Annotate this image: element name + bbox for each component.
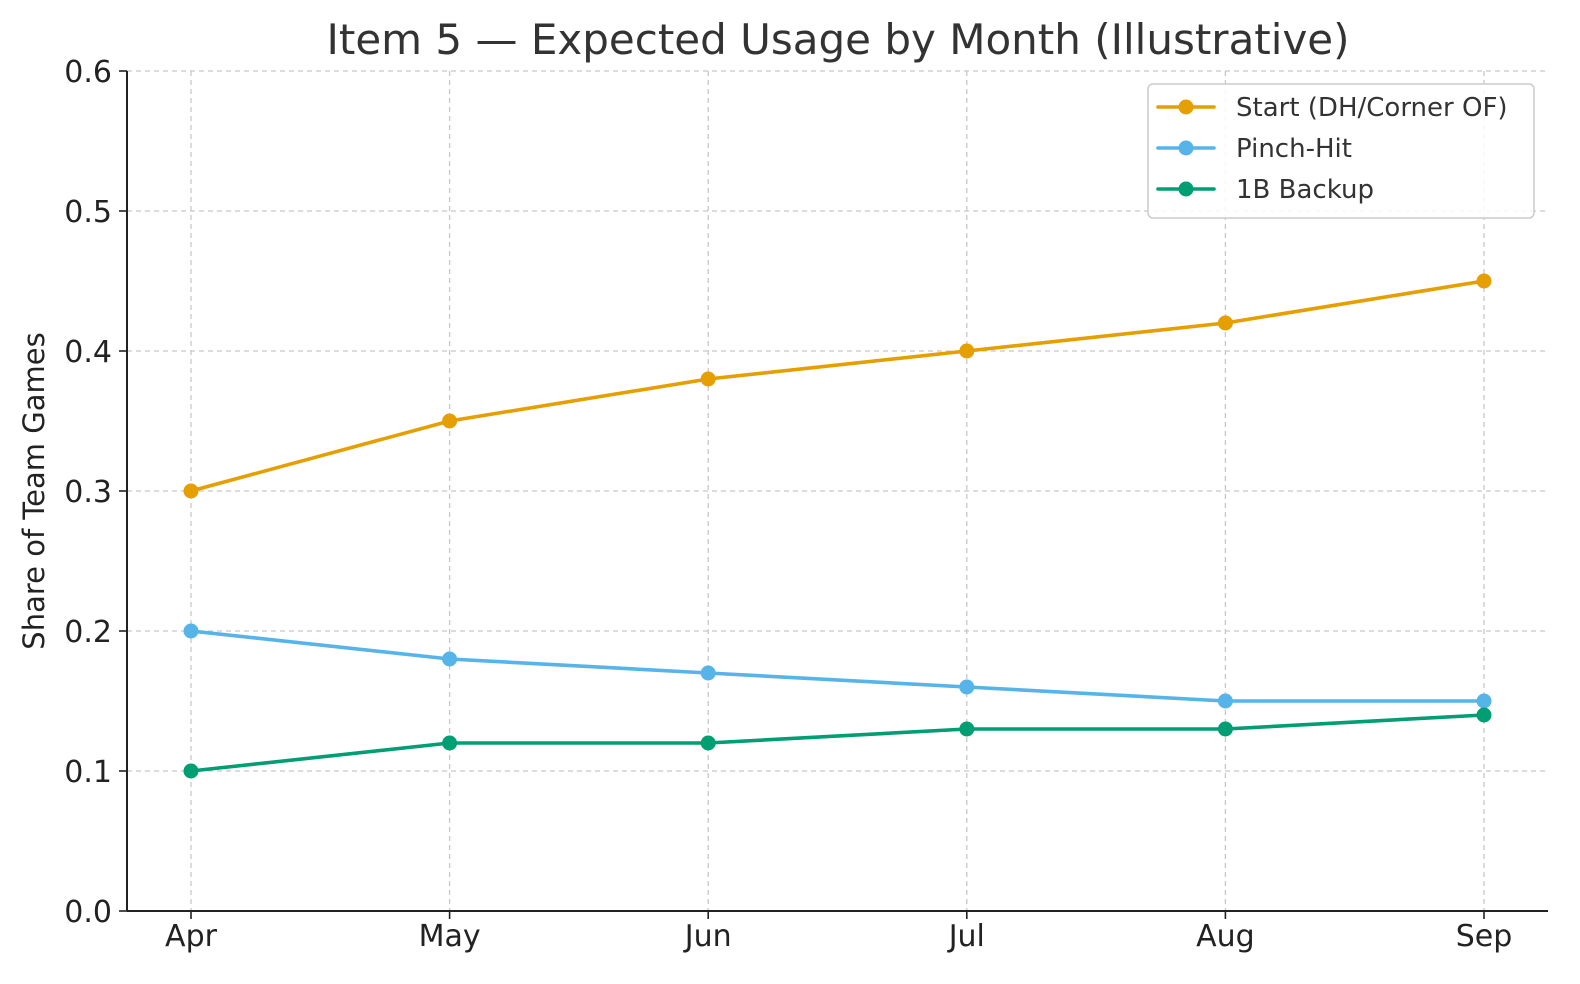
x-tick-label: May xyxy=(419,919,481,954)
legend-swatch-marker xyxy=(1178,181,1194,197)
data-point xyxy=(700,371,716,387)
series-line xyxy=(189,279,1486,493)
legend-swatch-marker xyxy=(1178,140,1194,156)
data-point xyxy=(183,763,199,779)
series-lines xyxy=(183,273,1492,779)
legend: Start (DH/Corner OF) Pinch-Hit 1B Backup xyxy=(1147,83,1535,219)
data-point xyxy=(1476,273,1492,289)
y-tick-label: 0.3 xyxy=(64,475,112,510)
legend-item: Pinch-Hit xyxy=(1156,134,1352,164)
series-line xyxy=(189,629,1486,703)
y-tick-label: 0.2 xyxy=(64,615,112,650)
y-tick-label: 0.4 xyxy=(64,335,112,370)
x-tick-label: Aug xyxy=(1196,919,1255,954)
legend-box xyxy=(1147,83,1535,219)
y-tick-label: 0.1 xyxy=(64,755,112,790)
data-point xyxy=(1476,693,1492,709)
data-point xyxy=(1217,721,1233,737)
legend-label: 1B Backup xyxy=(1236,175,1374,205)
series-line xyxy=(189,713,1486,773)
data-point xyxy=(1476,707,1492,723)
series-group xyxy=(183,623,1492,709)
legend-item: Start (DH/Corner OF) xyxy=(1156,93,1508,123)
x-tick-label: Sep xyxy=(1456,919,1513,954)
legend-swatch-marker xyxy=(1178,99,1194,115)
legend-label: Pinch-Hit xyxy=(1236,134,1352,164)
legend-label: Start (DH/Corner OF) xyxy=(1236,93,1508,123)
y-tick-label: 0.6 xyxy=(64,55,112,90)
x-tick-label: Apr xyxy=(165,919,218,954)
y-tick-label: 0.0 xyxy=(64,895,112,930)
data-point xyxy=(1217,315,1233,331)
data-point xyxy=(959,679,975,695)
data-point xyxy=(700,735,716,751)
data-point xyxy=(959,343,975,359)
data-point xyxy=(442,735,458,751)
data-point xyxy=(183,483,199,499)
x-tick-label: Jun xyxy=(683,919,732,954)
data-point xyxy=(700,665,716,681)
data-point xyxy=(1217,693,1233,709)
tick-labels: 0.0 0.1 0.2 0.3 0.4 0.5 0.6 Apr May Jun Jul Aug Sep xyxy=(64,55,1512,954)
legend-item: 1B Backup xyxy=(1156,175,1374,205)
y-axis-label: Share of Team Games xyxy=(17,332,51,649)
y-tick-label: 0.5 xyxy=(64,195,112,230)
data-point xyxy=(442,413,458,429)
chart-title: Item 5 — Expected Usage by Month (Illust… xyxy=(326,15,1349,64)
data-point xyxy=(959,721,975,737)
series-group xyxy=(183,707,1492,779)
data-point xyxy=(183,623,199,639)
data-point xyxy=(442,651,458,667)
series-group xyxy=(183,273,1492,499)
x-tick-label: Jul xyxy=(947,919,985,954)
